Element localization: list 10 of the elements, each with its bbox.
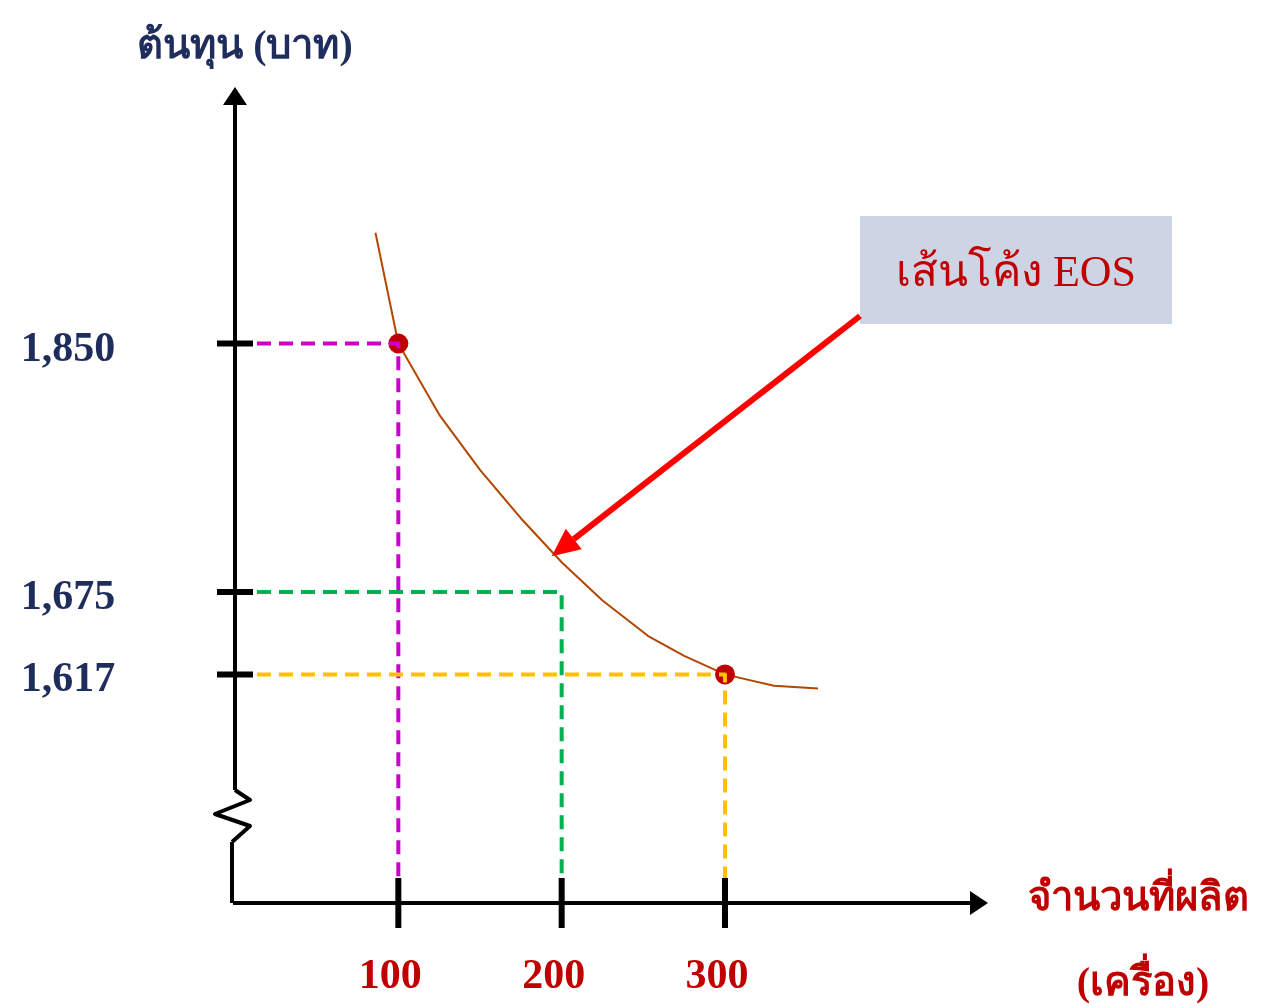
annotation: เส้นโค้ง EOS bbox=[895, 246, 1137, 296]
x-axis-title: จำนวนที่ผลิต (เครื่อง) bbox=[1027, 868, 1259, 1004]
x-tick-label: 200 bbox=[522, 951, 586, 997]
y-tick-label: 1,675 bbox=[20, 572, 116, 619]
y-axis-title: ต้นทุน (บาท) bbox=[137, 22, 353, 70]
line-series bbox=[374, 231, 820, 690]
x-tick-label: 300 bbox=[685, 951, 749, 997]
y-tick-label: 1,850 bbox=[20, 323, 116, 370]
x-tick-label: 100 bbox=[358, 951, 422, 997]
y-tick-label: 1,617 bbox=[20, 654, 116, 701]
